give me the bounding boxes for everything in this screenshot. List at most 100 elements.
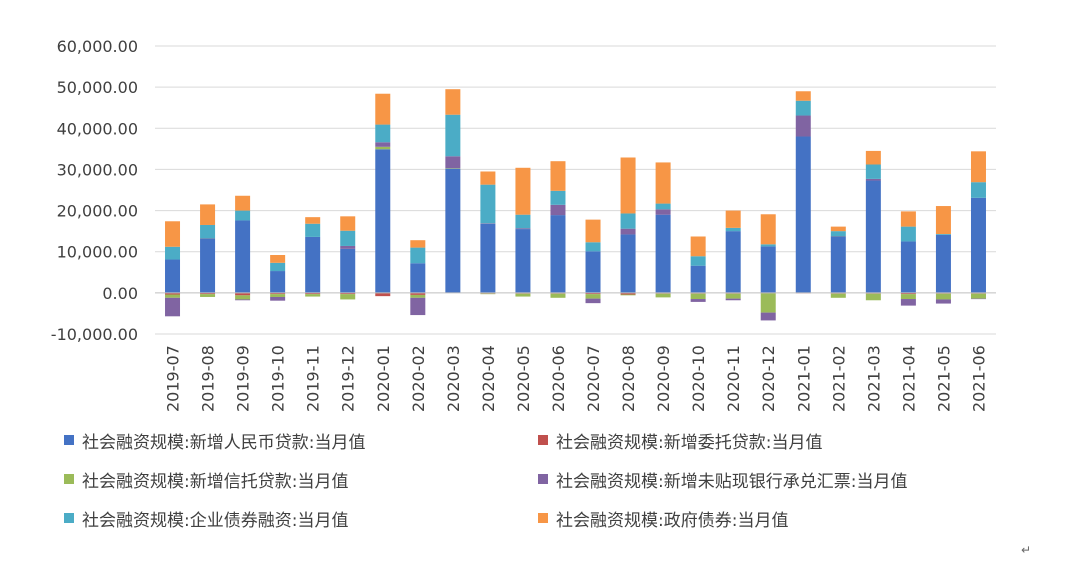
legend-label: 社会融资规模:新增委托贷款:当月值	[556, 432, 823, 453]
bar-segment	[725, 298, 741, 301]
bar-segment	[445, 156, 461, 169]
bar-segment	[830, 293, 846, 298]
bar-segment	[515, 228, 531, 230]
bar-segment	[795, 136, 811, 293]
bar-segment	[830, 226, 846, 232]
bar-segment	[445, 89, 461, 115]
bar-segment	[585, 219, 601, 243]
bar-segment	[550, 215, 566, 293]
bar-segment	[935, 299, 951, 304]
legend-swatch	[538, 513, 548, 523]
bar-segment	[235, 292, 251, 296]
legend-label: 社会融资规模:政府债券:当月值	[556, 510, 789, 531]
bar-segment	[725, 231, 741, 293]
x-tick-label: 2020-05	[514, 345, 533, 412]
bar-segment	[480, 184, 496, 224]
legend-label: 社会融资规模:新增信托贷款:当月值	[82, 471, 349, 492]
bar-segment	[935, 234, 951, 235]
bar-segment	[165, 259, 181, 293]
x-tick-label: 2020-02	[409, 345, 428, 412]
bar-segment	[655, 214, 671, 293]
bar-segment	[795, 115, 811, 137]
bar-segment	[200, 238, 216, 293]
bar-segment	[795, 100, 811, 116]
legend-swatch	[64, 513, 74, 523]
bar-segment	[900, 211, 916, 227]
x-tick-label: 2020-06	[549, 345, 568, 412]
bar-segment	[165, 292, 181, 295]
bar-segment	[375, 292, 391, 297]
bar-segment	[305, 223, 321, 237]
bar-segment	[410, 240, 426, 248]
bar-segment	[620, 228, 636, 235]
x-tick-label: 2021-01	[794, 345, 813, 412]
bar-segment	[655, 162, 671, 204]
bar-segment	[235, 210, 251, 221]
legend-item: 社会融资规模:新增委托贷款:当月值	[538, 428, 823, 453]
x-tick-label: 2019-12	[339, 345, 358, 412]
bar-segment	[270, 296, 286, 301]
bar-segment	[550, 204, 566, 216]
x-tick-label: 2021-04	[899, 345, 918, 412]
bar-segment	[515, 214, 531, 229]
bar-segment	[865, 164, 881, 179]
bar-segment	[480, 171, 496, 185]
bar-segment	[340, 292, 356, 295]
legend-item: 社会融资规模:政府债券:当月值	[538, 506, 789, 531]
bar-segment	[375, 93, 391, 125]
bar-segment	[235, 299, 251, 301]
bar-segment	[375, 142, 391, 147]
bar-segment	[970, 293, 986, 299]
x-tick-label: 2020-01	[374, 345, 393, 412]
bar-segment	[165, 294, 181, 298]
x-tick-label: 2020-03	[444, 345, 463, 412]
bar-segment	[725, 210, 741, 228]
y-tick-label: 40,000.00	[57, 119, 138, 138]
bar-segment	[270, 255, 286, 263]
bar-segment	[865, 293, 881, 301]
x-tick-label: 2020-07	[584, 345, 603, 412]
bar-segment	[410, 292, 426, 295]
bar-segment	[445, 168, 461, 169]
bar-segment	[935, 206, 951, 235]
x-tick-label: 2020-09	[654, 345, 673, 412]
bar-segment	[340, 230, 356, 246]
bar-segment	[620, 292, 636, 295]
bar-segment	[200, 204, 216, 225]
bar-segment	[445, 114, 461, 157]
y-tick-label: 0.00	[102, 284, 138, 303]
bar-segment	[375, 149, 391, 293]
legend-item: 社会融资规模:新增信托贷款:当月值	[64, 467, 349, 492]
y-tick-label: 10,000.00	[57, 243, 138, 262]
legend-swatch	[64, 474, 74, 484]
bar-segment	[655, 203, 671, 210]
x-tick-label: 2021-03	[864, 345, 883, 412]
bar-segment	[410, 294, 426, 298]
bar-segment	[200, 294, 216, 297]
bar-segment	[900, 292, 916, 295]
bar-segment	[270, 262, 286, 272]
x-tick-label: 2020-08	[619, 345, 638, 412]
bar-segment	[935, 234, 951, 293]
bar-segment	[480, 223, 496, 293]
bar-segment	[620, 294, 636, 296]
bar-segment	[515, 167, 531, 215]
bar-segment	[165, 246, 181, 260]
bar-segment	[585, 251, 601, 293]
bar-segment	[550, 293, 566, 298]
x-tick-label: 2021-05	[934, 345, 953, 412]
legend-item: 社会融资规模:新增未贴现银行承兑汇票:当月值	[538, 467, 907, 492]
bar-segment	[550, 161, 566, 191]
bar-segment	[270, 271, 286, 293]
x-tick-label: 2019-11	[304, 345, 323, 412]
bar-segment	[970, 151, 986, 183]
x-tick-label: 2021-06	[969, 345, 988, 412]
x-tick-label: 2020-11	[724, 345, 743, 412]
bar-segment	[690, 256, 706, 266]
bar-segment	[935, 293, 951, 300]
y-tick-label: 50,000.00	[57, 78, 138, 97]
bar-segment	[725, 293, 741, 299]
x-tick-label: 2020-10	[689, 345, 708, 412]
legend-swatch	[538, 435, 548, 445]
